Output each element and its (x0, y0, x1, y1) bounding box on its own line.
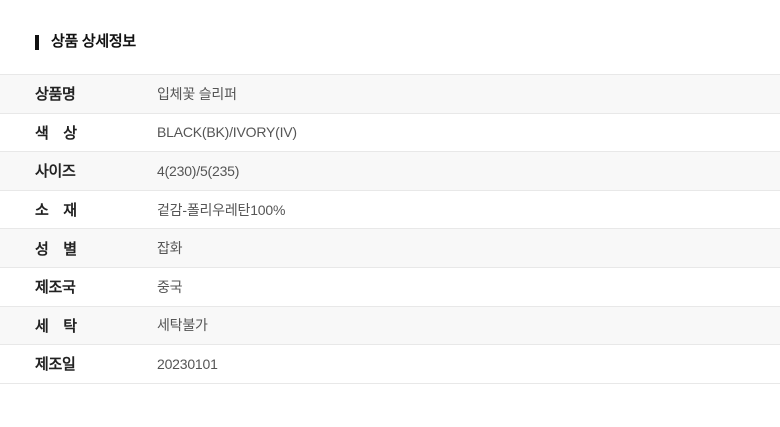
row-label: 제조일 (35, 356, 76, 374)
row-label-cell: 세 탁 (0, 315, 157, 336)
row-value: BLACK(BK)/IVORY(IV) (157, 124, 297, 141)
section-header: 상품 상세정보 (35, 33, 780, 51)
table-row-gender: 성 별 잡화 (0, 229, 780, 268)
row-value: 4(230)/5(235) (157, 162, 240, 179)
table-row-origin-country: 제조국 중국 (0, 267, 780, 307)
table-row-washing: 세 탁 세탁불가 (0, 306, 780, 346)
row-value: 중국 (157, 278, 183, 295)
row-label: 사이즈 (35, 163, 76, 181)
row-label-cell: 성 별 (0, 238, 157, 259)
row-value: 20230101 (157, 355, 218, 372)
row-value: 잡화 (157, 240, 183, 257)
row-value: 입체꽃 슬리퍼 (157, 85, 237, 102)
row-label: 성 별 (35, 240, 77, 258)
table-row-material: 소 재 겉감-폴리우레탄100% (0, 190, 780, 230)
row-label-cell: 제조국 (0, 276, 157, 297)
row-label-cell: 사이즈 (0, 160, 157, 181)
row-label: 세 탁 (35, 317, 77, 335)
title-accent-bar (35, 34, 39, 50)
row-label-cell: 제조일 (0, 353, 157, 374)
row-label: 상품명 (35, 86, 76, 104)
table-row-manufacture-date: 제조일 20230101 (0, 345, 780, 384)
row-label: 소 재 (35, 202, 77, 220)
row-label: 제조국 (35, 279, 76, 297)
table-row-color: 색 상 BLACK(BK)/IVORY(IV) (0, 113, 780, 153)
row-value: 세탁불가 (157, 317, 208, 334)
page-title: 상품 상세정보 (51, 33, 136, 50)
row-label-cell: 색 상 (0, 122, 157, 143)
row-label: 색 상 (35, 124, 77, 142)
row-value: 겉감-폴리우레탄100% (157, 201, 286, 218)
row-label-cell: 소 재 (0, 199, 157, 220)
table-row-size: 사이즈 4(230)/5(235) (0, 152, 780, 191)
table-row-product-name: 상품명 입체꽃 슬리퍼 (0, 75, 780, 114)
row-label-cell: 상품명 (0, 83, 157, 104)
product-detail-page: 상품 상세정보 상품명 입체꽃 슬리퍼 색 상 BLACK(BK)/IVORY(… (0, 33, 780, 427)
product-detail-table: 상품명 입체꽃 슬리퍼 색 상 BLACK(BK)/IVORY(IV) 사이즈 … (0, 74, 780, 384)
